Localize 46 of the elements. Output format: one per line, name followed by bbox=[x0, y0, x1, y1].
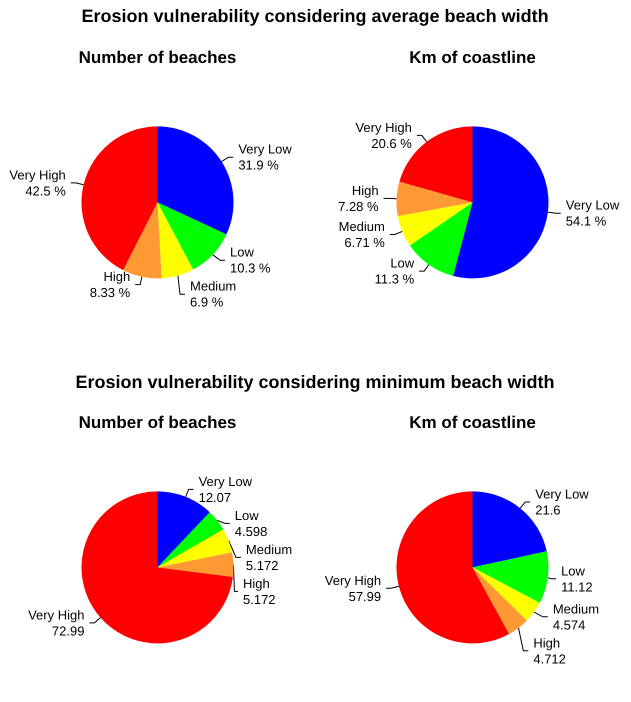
data-label: 10.3 % bbox=[230, 260, 271, 276]
slice-label: High bbox=[352, 182, 379, 198]
slice-label: Very Low bbox=[535, 486, 590, 502]
slice-label: Very High bbox=[324, 572, 382, 588]
slice-label: Very Low bbox=[566, 198, 620, 213]
text: Erosion vulnerability considering average beach width bbox=[80, 6, 550, 27]
data-label: 6.71 % bbox=[344, 234, 386, 250]
data-label: 7.28 % bbox=[338, 198, 380, 214]
data-label: 5.172 bbox=[243, 592, 276, 607]
chart-title: Km of coastline bbox=[409, 48, 536, 67]
slice-label: Medium bbox=[190, 278, 236, 294]
chart-title: Number of beaches bbox=[78, 48, 236, 67]
chart-title: Number of beaches bbox=[78, 413, 236, 432]
data-label: 4.574 bbox=[552, 617, 586, 632]
slice-label: High bbox=[243, 576, 270, 591]
slice-label: Low bbox=[234, 508, 260, 523]
slice-label: Very Low bbox=[198, 474, 253, 489]
slice-label: Very High bbox=[9, 167, 66, 182]
slice-label: Low bbox=[230, 244, 254, 260]
data-label: 6.9 % bbox=[190, 294, 224, 310]
slice-label: Very High bbox=[355, 120, 412, 135]
slice-label: Very Low bbox=[238, 142, 292, 157]
data-label: 54.1 % bbox=[566, 214, 607, 229]
chart-title: Km of coastline bbox=[409, 413, 536, 432]
slice-label: Medium bbox=[338, 218, 385, 234]
data-label: 8.33 % bbox=[90, 285, 131, 300]
slice-label: High bbox=[533, 635, 560, 650]
slice-label: Very High bbox=[28, 607, 84, 622]
data-label: 42.5 % bbox=[25, 183, 66, 198]
data-label: 12.07 bbox=[198, 490, 232, 505]
data-label: 5.172 bbox=[246, 558, 278, 573]
data-label: 72.99 bbox=[52, 623, 84, 638]
text: Erosion vulnerability considering minimum beach width bbox=[74, 372, 556, 393]
data-label: 11.3 % bbox=[374, 272, 415, 287]
data-label: 4.712 bbox=[533, 651, 566, 666]
data-label: 31.9 % bbox=[238, 158, 280, 173]
slice-label: Medium bbox=[246, 542, 292, 557]
data-label: 57.99 bbox=[348, 588, 382, 604]
slice-label: Low bbox=[390, 256, 415, 271]
slice-label: Medium bbox=[552, 601, 600, 616]
data-label: 20.6 % bbox=[371, 136, 412, 151]
slice-label: High bbox=[103, 269, 130, 284]
data-label: 21.6 bbox=[535, 502, 561, 518]
data-label: 4.598 bbox=[234, 524, 268, 539]
slice-label: Low bbox=[561, 563, 586, 578]
data-label: 11.12 bbox=[561, 579, 593, 594]
